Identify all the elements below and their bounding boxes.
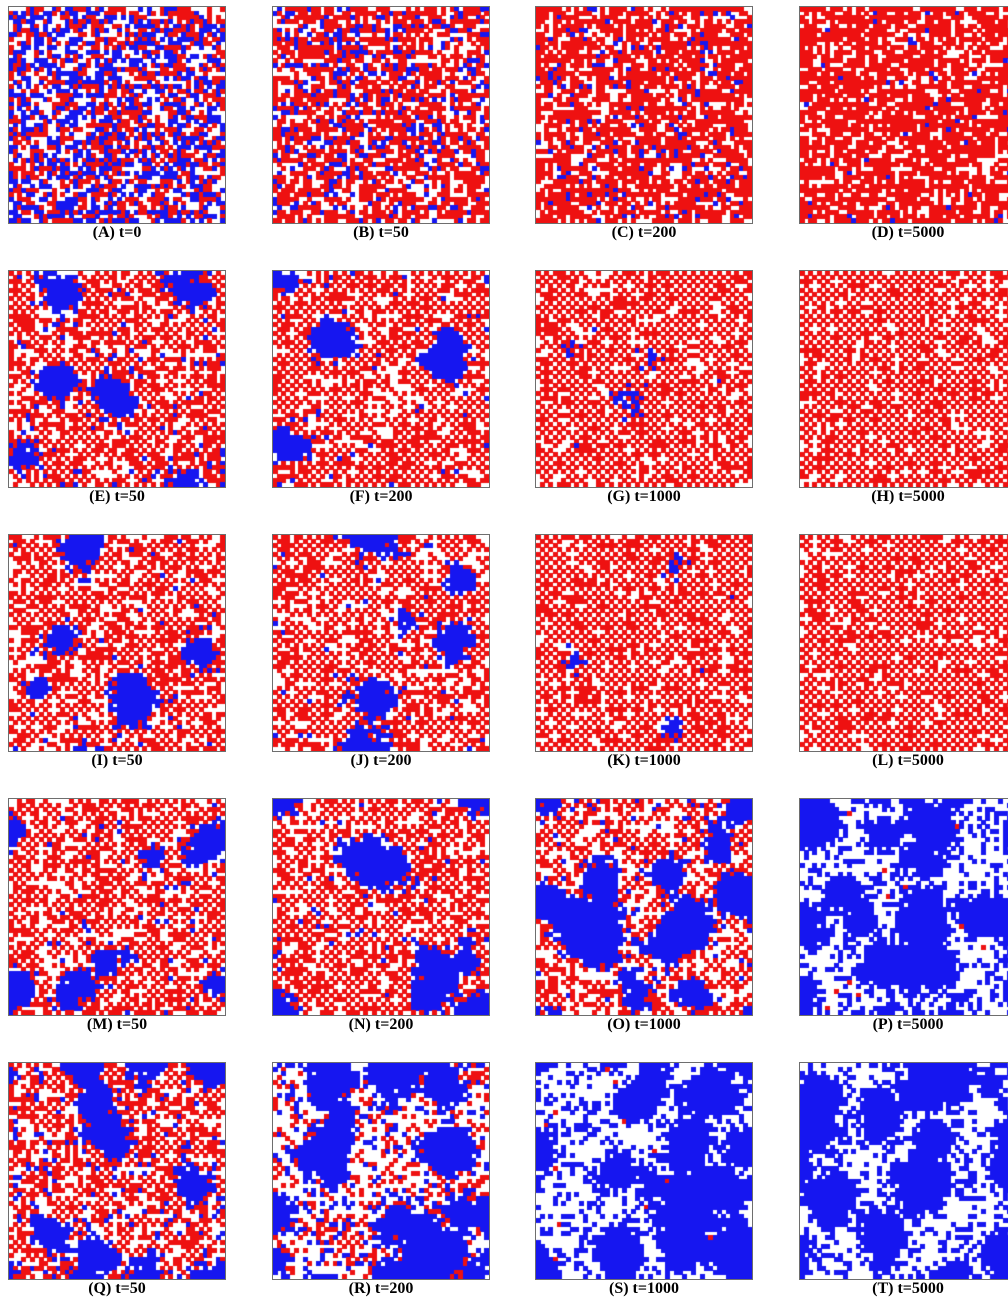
lattice-snapshot-r xyxy=(272,1062,490,1280)
panel-r: (R) t=200 xyxy=(272,1062,490,1297)
lattice-snapshot-e xyxy=(8,270,226,488)
lattice-snapshot-s xyxy=(535,1062,753,1280)
panel-j: (J) t=200 xyxy=(272,534,490,769)
panel-caption-j: (J) t=200 xyxy=(350,752,412,769)
lattice-snapshot-j xyxy=(272,534,490,752)
panel-n: (N) t=200 xyxy=(272,798,490,1033)
panel-g: (G) t=1000 xyxy=(535,270,753,505)
panel-b: (B) t=50 xyxy=(272,6,490,241)
panel-caption-k: (K) t=1000 xyxy=(607,752,681,769)
lattice-snapshot-g xyxy=(535,270,753,488)
panel-d: (D) t=5000 xyxy=(799,6,1008,241)
lattice-snapshot-f xyxy=(272,270,490,488)
panel-caption-i: (I) t=50 xyxy=(91,752,143,769)
panel-m: (M) t=50 xyxy=(8,798,226,1033)
lattice-snapshot-b xyxy=(272,6,490,224)
lattice-snapshot-a xyxy=(8,6,226,224)
panel-caption-d: (D) t=5000 xyxy=(871,224,945,241)
panel-caption-m: (M) t=50 xyxy=(86,1016,148,1033)
lattice-snapshot-k xyxy=(535,534,753,752)
panel-caption-e: (E) t=50 xyxy=(89,488,145,505)
panel-caption-r: (R) t=200 xyxy=(348,1280,414,1297)
panel-i: (I) t=50 xyxy=(8,534,226,769)
panel-caption-g: (G) t=1000 xyxy=(607,488,681,505)
lattice-snapshot-h xyxy=(799,270,1008,488)
panel-caption-c: (C) t=200 xyxy=(611,224,677,241)
panel-caption-h: (H) t=5000 xyxy=(871,488,945,505)
panel-e: (E) t=50 xyxy=(8,270,226,505)
lattice-snapshot-q xyxy=(8,1062,226,1280)
panel-k: (K) t=1000 xyxy=(535,534,753,769)
lattice-snapshot-t xyxy=(799,1062,1008,1280)
panel-o: (O) t=1000 xyxy=(535,798,753,1033)
panel-caption-p: (P) t=5000 xyxy=(872,1016,944,1033)
lattice-snapshot-l xyxy=(799,534,1008,752)
lattice-snapshot-m xyxy=(8,798,226,1016)
lattice-snapshot-o xyxy=(535,798,753,1016)
panel-caption-b: (B) t=50 xyxy=(353,224,409,241)
panel-h: (H) t=5000 xyxy=(799,270,1008,505)
panel-a: (A) t=0 xyxy=(8,6,226,241)
lattice-snapshot-i xyxy=(8,534,226,752)
panel-caption-f: (F) t=200 xyxy=(349,488,413,505)
panel-caption-t: (T) t=5000 xyxy=(872,1280,944,1297)
panel-l: (L) t=5000 xyxy=(799,534,1008,769)
lattice-snapshot-n xyxy=(272,798,490,1016)
panel-c: (C) t=200 xyxy=(535,6,753,241)
panel-t: (T) t=5000 xyxy=(799,1062,1008,1297)
lattice-snapshot-d xyxy=(799,6,1008,224)
lattice-snapshot-c xyxy=(535,6,753,224)
panel-caption-s: (S) t=1000 xyxy=(609,1280,679,1297)
panel-q: (Q) t=50 xyxy=(8,1062,226,1297)
panel-s: (S) t=1000 xyxy=(535,1062,753,1297)
panel-caption-q: (Q) t=50 xyxy=(88,1280,146,1297)
panel-caption-a: (A) t=0 xyxy=(92,224,142,241)
panel-caption-l: (L) t=5000 xyxy=(872,752,944,769)
lattice-snapshot-p xyxy=(799,798,1008,1016)
panel-caption-o: (O) t=1000 xyxy=(607,1016,681,1033)
panel-caption-n: (N) t=200 xyxy=(348,1016,414,1033)
panel-f: (F) t=200 xyxy=(272,270,490,505)
panel-p: (P) t=5000 xyxy=(799,798,1008,1033)
